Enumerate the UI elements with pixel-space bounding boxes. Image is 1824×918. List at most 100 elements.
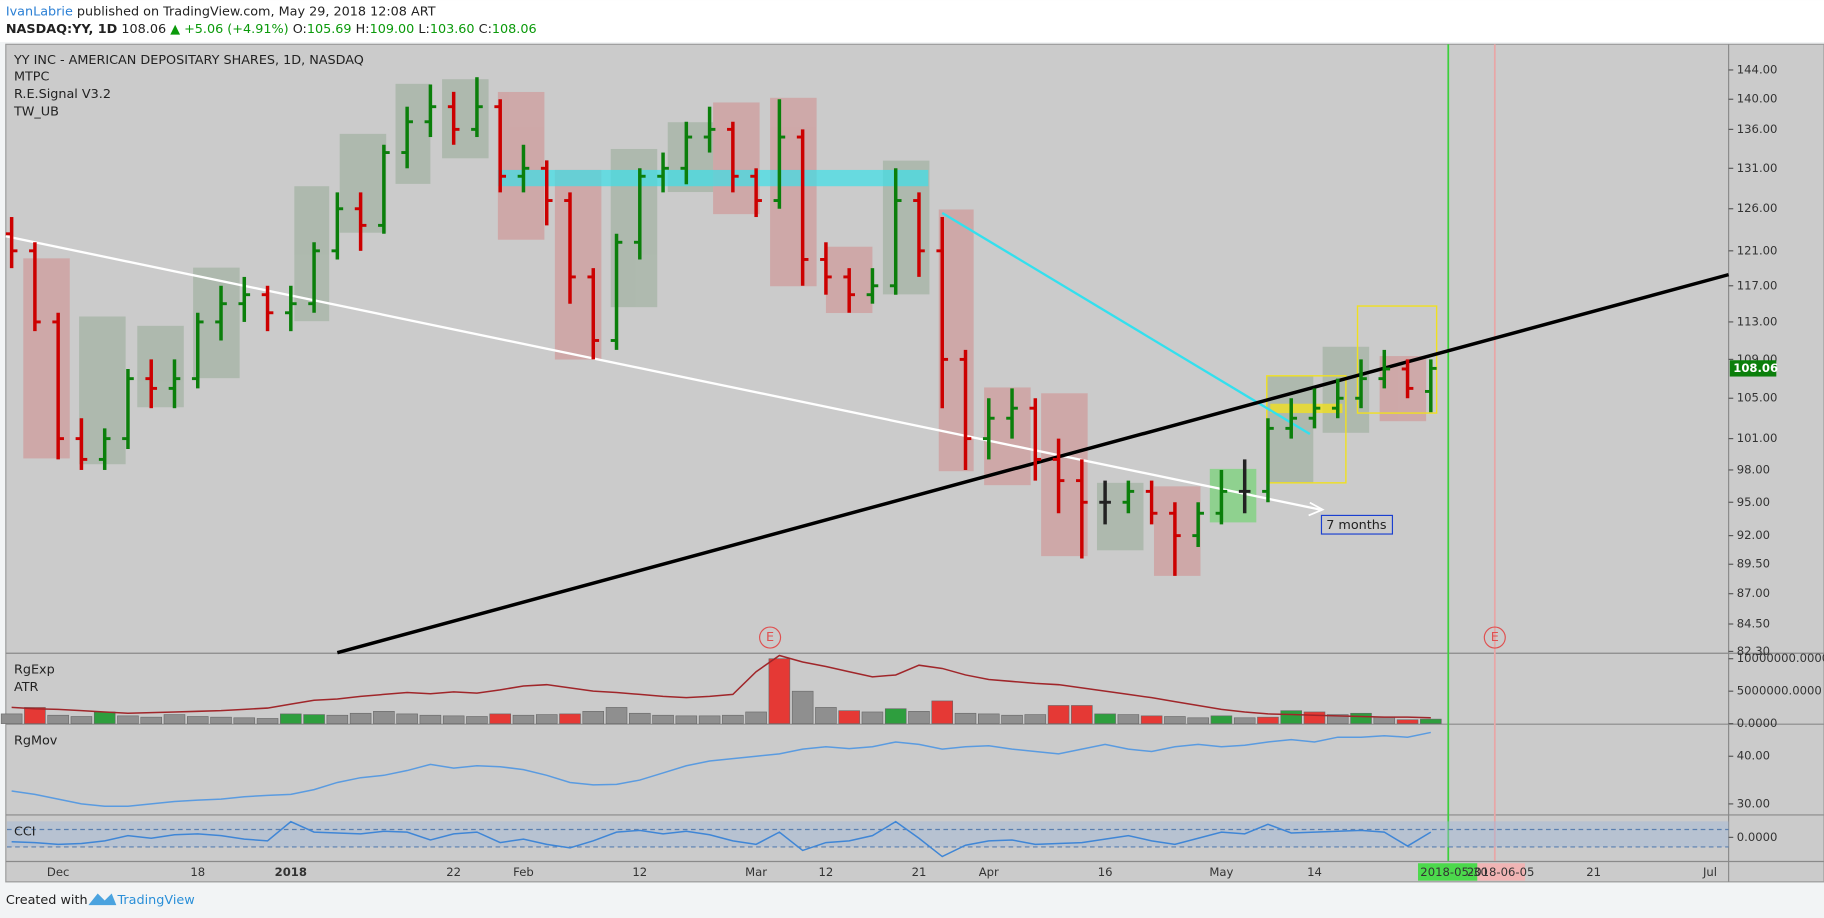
histogram-bar (722, 714, 744, 724)
histogram-bar (163, 714, 186, 724)
x-tick-label: 21 (912, 865, 927, 879)
box (79, 316, 126, 465)
ohlc-value: 108.06 (492, 22, 537, 37)
histogram-bar (140, 716, 162, 724)
histogram-bar (256, 718, 279, 724)
indicator-label: TW_UB (13, 104, 59, 119)
box (294, 186, 330, 322)
histogram-bar (698, 715, 721, 724)
y-tick-label: 126.00 (1737, 201, 1778, 215)
box (497, 91, 545, 240)
y-tick-label: 0.0000 (1737, 830, 1778, 844)
histogram-bar (978, 713, 1000, 724)
histogram-bar (745, 711, 767, 724)
histogram-bar (512, 714, 535, 724)
yellow-zone (1270, 403, 1343, 414)
box (395, 83, 431, 184)
x-tick-label: 2018 (275, 865, 307, 879)
histogram-bar (652, 714, 674, 724)
histogram-bar (931, 700, 954, 724)
y-tick-label: 0.0000 (1737, 716, 1778, 730)
x-tick-label: 21 (1586, 865, 1601, 879)
box (713, 102, 760, 215)
histogram-bar (1280, 710, 1302, 724)
histogram-bar (0, 713, 23, 724)
y-tick-label: 30.00 (1737, 796, 1770, 810)
indicator-label: R.E.Signal V3.2 (14, 87, 111, 102)
histogram-bar (326, 714, 349, 724)
event-label: E (766, 630, 774, 645)
y-tick-label: 40.00 (1737, 749, 1770, 763)
box (442, 79, 489, 159)
footer-brand[interactable]: TradingView (116, 893, 194, 908)
event-label: E (1491, 630, 1499, 645)
footer-bg (0, 883, 1824, 918)
y-tick-label: 113.00 (1737, 314, 1778, 328)
pane-label: RgExp (14, 663, 55, 678)
price: 108.06 (121, 22, 166, 37)
event-marker[interactable] (759, 626, 782, 649)
histogram-bar (1396, 719, 1419, 724)
pane-label: RgMov (14, 734, 58, 749)
x-tick-label: 12 (632, 865, 647, 879)
y-tick-label: 92.00 (1737, 528, 1770, 542)
series-line (11, 654, 1431, 719)
y-tick-label: 131.00 (1737, 161, 1778, 175)
trend-line (336, 272, 1730, 655)
histogram-bar (93, 711, 116, 724)
histogram-bar (768, 658, 791, 724)
x-tick-label: Jul (1702, 865, 1717, 879)
y-tick-label: 101.00 (1737, 431, 1778, 445)
histogram-bar (1257, 716, 1279, 724)
x-tick-label: May (1209, 865, 1233, 879)
series-line (11, 731, 1431, 808)
histogram-bar (1420, 718, 1442, 724)
box (23, 258, 70, 459)
y-tick-label: 95.00 (1737, 495, 1770, 509)
histogram-bar (605, 707, 628, 724)
footer-text: Created with (6, 893, 88, 908)
histogram-bar (1001, 714, 1023, 724)
author[interactable]: IvanLabrie (6, 4, 73, 19)
y-tick-label: 82.30 (1737, 644, 1770, 658)
published: published on TradingView.com, May 29, 20… (73, 4, 436, 19)
series-line (11, 820, 1432, 858)
box (137, 325, 184, 408)
box (1041, 393, 1088, 557)
histogram-bar (1071, 705, 1093, 724)
histogram-bar (396, 713, 418, 724)
histogram-bar (954, 712, 977, 724)
histogram-bar (559, 713, 581, 724)
histogram-bar (373, 711, 395, 724)
x-tick-label: 2018-05-30 (1420, 865, 1488, 879)
annotation: 7 months (1326, 518, 1387, 533)
x-tick-label: 2018-06-05 (1467, 865, 1535, 879)
y-tick-label: 5000000.0000 (1737, 684, 1822, 698)
header-bg (0, 0, 1824, 42)
annotation-box (1320, 514, 1394, 535)
histogram-bar (1326, 714, 1349, 724)
histogram-bar (1047, 705, 1070, 724)
last-price-badge (1729, 360, 1777, 377)
cci-band (6, 821, 1729, 847)
box (770, 97, 817, 287)
event-marker[interactable] (1483, 626, 1506, 649)
histogram-bar (442, 715, 465, 724)
histogram-bar (884, 708, 907, 724)
ohlc-value: 109.00 (370, 22, 415, 37)
histogram-bar (535, 714, 558, 724)
y-tick-label: 84.50 (1737, 617, 1770, 631)
zone (497, 169, 929, 187)
histogram-bar (466, 716, 488, 724)
histogram-bar (1303, 711, 1326, 724)
histogram-bar (186, 716, 209, 724)
indicator-label: MTPC (14, 69, 50, 84)
x-tick-label: 16 (1098, 865, 1113, 879)
x-tick-label: Apr (979, 865, 999, 879)
histogram-bar (675, 715, 698, 724)
histogram-bar (838, 710, 860, 724)
histogram-bar (861, 711, 884, 724)
histogram-bar (419, 714, 442, 724)
chart-title: YY INC - AMERICAN DEPOSITARY SHARES, 1D,… (13, 53, 364, 68)
histogram-bar (117, 715, 139, 724)
